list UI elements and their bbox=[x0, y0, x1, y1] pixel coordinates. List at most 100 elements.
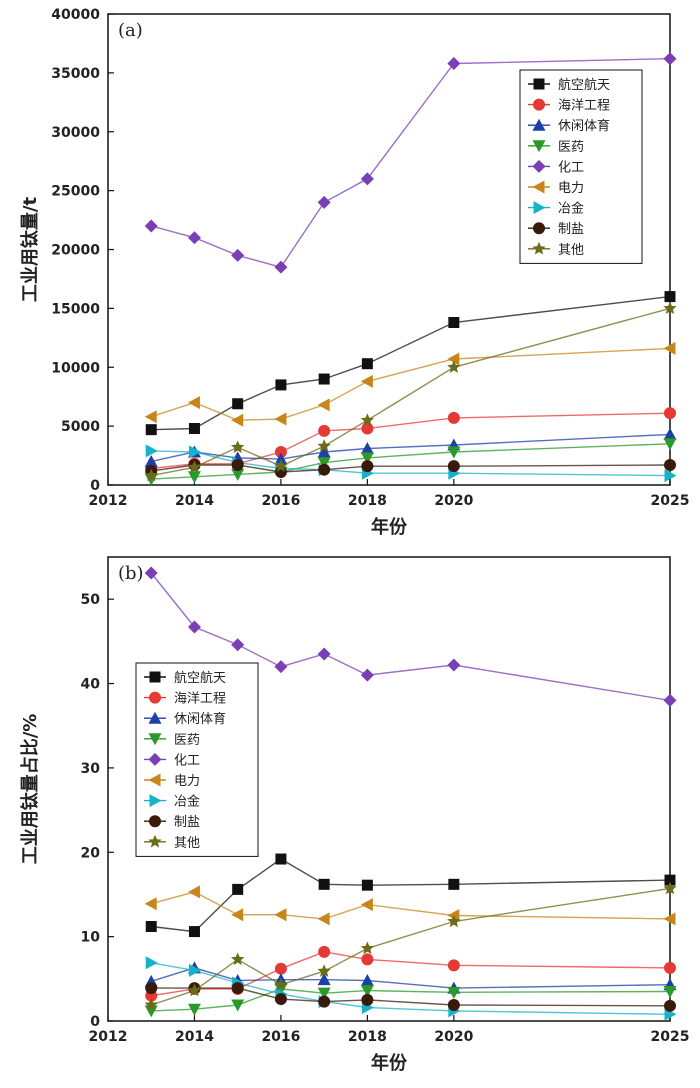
chart-1-y-tick-label: 0 bbox=[90, 478, 100, 494]
chart-1-data-point bbox=[317, 439, 331, 452]
chart-2-data-point bbox=[360, 668, 374, 682]
chart-1-series-line bbox=[151, 58, 671, 269]
chart-2-data-point bbox=[447, 914, 461, 928]
chart-1-data-point bbox=[360, 452, 374, 465]
chart-1-data-point bbox=[663, 438, 677, 451]
chart-1-data-point bbox=[188, 422, 200, 434]
chart-1-legend-label: 其他 bbox=[558, 243, 584, 258]
chart-2-data-point bbox=[231, 908, 244, 922]
chart-2-x-axis-title: 年份 bbox=[371, 1052, 408, 1074]
chart-1-series-line bbox=[151, 307, 671, 477]
chart-2-series-line bbox=[150, 572, 671, 702]
chart-1-x-tick-label: 2014 bbox=[175, 493, 214, 509]
chart-1-y-axis-title: 工业用钛量/t bbox=[19, 197, 41, 303]
chart-1-data-point bbox=[361, 358, 373, 370]
chart-1-data-point bbox=[187, 460, 202, 473]
chart-1-data-point bbox=[664, 469, 677, 483]
chart-1-series-1 bbox=[145, 291, 676, 436]
chart-2-data-point bbox=[663, 881, 677, 895]
chart-1-y-tick-label: 40000 bbox=[51, 7, 100, 23]
chart-1-data-point bbox=[318, 373, 330, 385]
chart-2-y-tick-label: 20 bbox=[81, 845, 101, 861]
chart-2-legend-marker bbox=[149, 815, 161, 828]
chart-1-legend-label: 制盐 bbox=[558, 222, 584, 237]
chart-2-y-axis-title: 工业用钛量占比/% bbox=[19, 714, 41, 865]
chart-1-y-tick-label: 5000 bbox=[61, 419, 100, 435]
chart-1-data-point bbox=[145, 444, 158, 458]
chart-1-series-5 bbox=[144, 52, 677, 274]
chart-2-data-point bbox=[274, 983, 288, 996]
chart-1-legend-marker bbox=[533, 222, 545, 235]
chart-2-plot-frame bbox=[107, 556, 671, 1022]
chart-2-y-tick-label: 50 bbox=[81, 592, 101, 608]
chart-1-series-line bbox=[151, 295, 671, 431]
chart-1-x-tick-label: 2018 bbox=[348, 493, 387, 509]
chart-1-data-point bbox=[447, 352, 460, 366]
chart-2-data-point bbox=[145, 921, 157, 933]
chart-2-series-line bbox=[151, 891, 671, 920]
chart-1-legend-label: 休闲体育 bbox=[558, 118, 610, 134]
chart-2-legend-marker bbox=[149, 691, 161, 704]
chart-1-legend-marker bbox=[532, 180, 545, 194]
chart-1-series-line bbox=[151, 464, 671, 473]
chart-1-data-point bbox=[360, 172, 374, 186]
chart-1-y-tick-label: 30000 bbox=[51, 125, 100, 141]
chart-1-data-point bbox=[231, 413, 244, 427]
chart-1-series-6 bbox=[144, 341, 676, 427]
chart-2-legend-label: 化工 bbox=[174, 753, 200, 768]
chart-2-data-point bbox=[447, 909, 460, 923]
chart-1-legend-marker bbox=[533, 201, 546, 215]
chart-1-series-9 bbox=[144, 301, 677, 482]
chart-1-data-point bbox=[144, 410, 157, 424]
chart-2-x-tick-label: 2014 bbox=[175, 1029, 214, 1045]
chart-2-data-point bbox=[663, 912, 676, 926]
chart-2-data-point bbox=[318, 878, 330, 890]
chart-2-x-tick-label: 2016 bbox=[261, 1029, 300, 1045]
chart-2-series-1 bbox=[145, 853, 676, 938]
chart-2-data-point bbox=[317, 964, 331, 977]
chart-2-data-point bbox=[187, 983, 202, 997]
chart-2-data-point bbox=[188, 926, 200, 938]
chart-1-data-point bbox=[360, 413, 375, 426]
chart-2-legend-marker bbox=[148, 834, 162, 848]
chart-1-data-point bbox=[274, 452, 288, 465]
chart-2-data-point bbox=[317, 647, 331, 661]
chart-2-y-tick-label: 30 bbox=[81, 761, 101, 777]
chart-1-data-point bbox=[231, 458, 244, 471]
chart-1-series-line bbox=[151, 443, 671, 480]
chart-2-data-point bbox=[232, 883, 244, 895]
chart-2-data-point bbox=[317, 987, 331, 1000]
chart-2-data-point bbox=[664, 874, 676, 886]
chart-2-legend-label: 其他 bbox=[174, 836, 200, 851]
chart-2-data-point bbox=[274, 993, 287, 1006]
chart-2-data-point bbox=[361, 993, 374, 1006]
chart-1-legend-label: 医药 bbox=[558, 140, 584, 155]
chart-1-legend-marker bbox=[532, 159, 546, 173]
chart-2-data-point bbox=[231, 999, 245, 1012]
chart-1-legend-label: 电力 bbox=[558, 181, 584, 196]
chart-2-data-point bbox=[447, 986, 461, 999]
chart-1-legend-label: 化工 bbox=[558, 160, 584, 175]
chart-2-data-point bbox=[187, 620, 201, 634]
chart-1-y-tick-label: 10000 bbox=[51, 360, 100, 376]
chart-2-series-5 bbox=[144, 566, 677, 707]
chart-a: 0 5000 10000 15000 20000 25000 30000 35000 40000… bbox=[19, 7, 689, 538]
chart-1-data-point bbox=[663, 52, 677, 66]
chart-1-data-point bbox=[231, 440, 245, 453]
chart-2-legend-marker bbox=[148, 711, 162, 724]
chart-2-y-tick-label: 40 bbox=[81, 677, 101, 693]
chart-1-data-point bbox=[664, 407, 676, 420]
chart-2-series-line bbox=[150, 887, 671, 1006]
chart-1-data-point bbox=[275, 379, 287, 391]
chart-1-legend-marker bbox=[533, 98, 545, 111]
chart-1-data-point bbox=[187, 396, 200, 410]
chart-2-legend-label: 电力 bbox=[174, 774, 200, 789]
chart-2-series-9 bbox=[144, 881, 677, 1011]
chart-2-data-point bbox=[145, 982, 158, 995]
chart-2-data-point bbox=[318, 995, 331, 1008]
chart-1-data-point bbox=[663, 301, 677, 315]
chart-2-data-point bbox=[317, 912, 330, 926]
chart-b: 0 10 20 30 40 50 2012 2014 2016 2018 2020 2025 年份 工业用… bbox=[19, 556, 689, 1074]
